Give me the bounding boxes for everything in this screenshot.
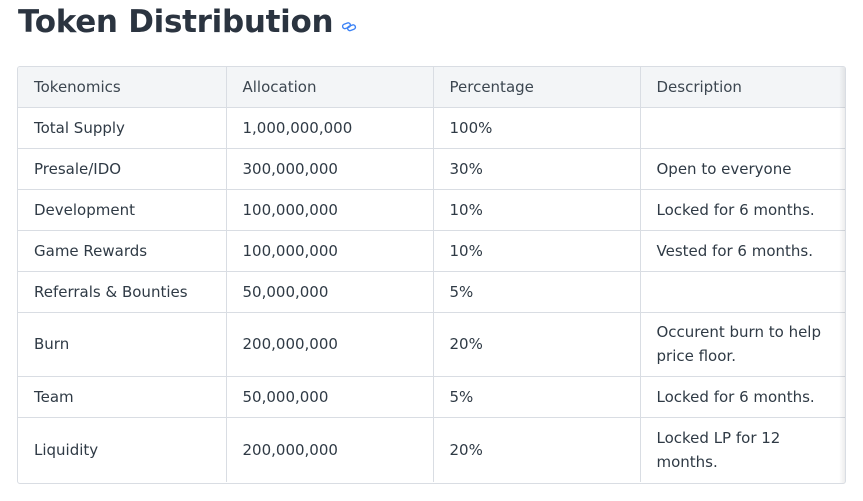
header-allocation: Allocation xyxy=(226,67,434,108)
table-row: Total Supply 1,000,000,000 100% xyxy=(18,107,845,149)
cell-percentage: 10% xyxy=(433,230,641,272)
cell-percentage: 10% xyxy=(433,189,641,231)
cell-tokenomics: Development xyxy=(18,189,227,231)
page-heading: Token Distribution xyxy=(18,2,357,42)
cell-percentage: 5% xyxy=(433,376,641,418)
header-tokenomics: Tokenomics xyxy=(18,67,227,108)
cell-percentage: 20% xyxy=(433,417,641,482)
cell-allocation: 100,000,000 xyxy=(226,189,434,231)
cell-description: Occurent burn to help price floor. xyxy=(640,312,845,377)
cell-description: Locked for 6 months. xyxy=(640,376,845,418)
cell-allocation: 50,000,000 xyxy=(226,271,434,313)
page-title: Token Distribution xyxy=(18,4,334,40)
table-row: Referrals & Bounties 50,000,000 5% xyxy=(18,271,845,313)
cell-allocation: 200,000,000 xyxy=(226,417,434,482)
cell-description: Vested for 6 months. xyxy=(640,230,845,272)
cell-percentage: 30% xyxy=(433,148,641,190)
cell-description xyxy=(640,271,845,313)
cell-description: Locked LP for 12 months. xyxy=(656,428,781,471)
cell-tokenomics: Team xyxy=(18,376,227,418)
table-row: Game Rewards 100,000,000 10% Vested for … xyxy=(18,230,845,272)
link-icon[interactable] xyxy=(341,18,357,34)
cell-tokenomics: Burn xyxy=(18,312,227,377)
table-row: Burn 200,000,000 20% Occurent burn to he… xyxy=(18,312,845,377)
table-row: Presale/IDO 300,000,000 30% Open to ever… xyxy=(18,148,845,190)
cell-allocation: 50,000,000 xyxy=(226,376,434,418)
header-percentage: Percentage xyxy=(433,67,641,108)
cell-tokenomics: Liquidity xyxy=(18,417,227,482)
table-row: Team 50,000,000 5% Locked for 6 months. xyxy=(18,376,845,418)
cell-tokenomics: Total Supply xyxy=(18,107,227,149)
cell-tokenomics: Presale/IDO xyxy=(18,148,227,190)
cell-percentage: 5% xyxy=(433,271,641,313)
token-distribution-table: Tokenomics Allocation Percentage Descrip… xyxy=(17,66,846,484)
table-header-row: Tokenomics Allocation Percentage Descrip… xyxy=(18,67,845,108)
cell-allocation: 200,000,000 xyxy=(226,312,434,377)
cell-allocation: 1,000,000,000 xyxy=(226,107,434,149)
cell-percentage: 100% xyxy=(433,107,641,149)
cell-description: Open to everyone xyxy=(640,148,845,190)
cell-tokenomics: Referrals & Bounties xyxy=(18,271,227,313)
table-row: Liquidity 200,000,000 20% Locked LP for … xyxy=(18,417,845,482)
table-row: Development 100,000,000 10% Locked for 6… xyxy=(18,189,845,231)
cell-description xyxy=(640,107,845,149)
header-description: Description xyxy=(640,67,845,108)
cell-allocation: 300,000,000 xyxy=(226,148,434,190)
cell-description: Locked for 6 months. xyxy=(640,189,845,231)
cell-percentage: 20% xyxy=(433,312,641,377)
cell-allocation: 100,000,000 xyxy=(226,230,434,272)
cell-tokenomics: Game Rewards xyxy=(18,230,227,272)
